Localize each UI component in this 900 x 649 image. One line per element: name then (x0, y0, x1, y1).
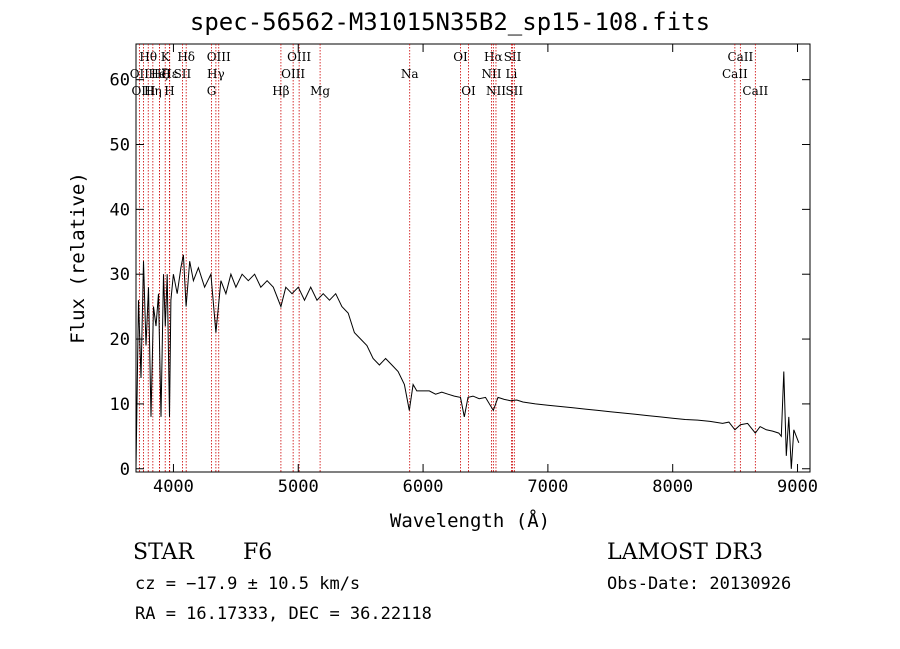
line-label-1: OII (130, 67, 150, 81)
ra-dec-coordinates: RA = 16.17333, DEC = 36.22118 (135, 604, 432, 624)
object-subclass: F6 (243, 540, 273, 565)
line-label-12: Hγ (207, 67, 225, 81)
line-label-6: K (161, 50, 171, 64)
line-label-22: NII (481, 67, 501, 81)
line-label-28: CaII (722, 67, 748, 81)
y-tick-label-0: 0 (120, 460, 130, 480)
x-axis-label: Wavelength (Å) (389, 510, 551, 532)
chart-title: spec-56562-M31015N35B2_sp15-108.fits (189, 8, 711, 36)
x-tick-label-0: 4000 (153, 477, 194, 497)
x-tick-label-4: 8000 (652, 477, 693, 497)
line-label-2: OIII (131, 84, 155, 98)
redshift-cz: cz = −17.9 ± 10.5 km/s (135, 574, 361, 594)
y-tick-label-4: 40 (110, 200, 130, 220)
y-tick-label-3: 30 (110, 265, 130, 285)
spectrum-line (135, 254, 800, 469)
y-tick-label-5: 50 (110, 136, 130, 156)
line-label-11: OIII (207, 50, 231, 64)
y-tick-label-6: 60 (110, 71, 130, 91)
line-label-8: H (164, 84, 174, 98)
line-label-20: OI (461, 84, 476, 98)
line-label-10: Hδ (177, 50, 195, 64)
line-label-15: OIII (287, 50, 311, 64)
line-label-27: CaII (727, 50, 753, 64)
y-tick-label-2: 20 (110, 330, 130, 350)
line-label-3: Hη (144, 84, 162, 98)
observation-date: Obs-Date: 20130926 (607, 574, 792, 594)
y-axis-label: Flux (relative) (67, 172, 89, 344)
line-label-21: Hα (484, 50, 503, 64)
plot-frame (135, 43, 811, 473)
x-tick-label-1: 5000 (278, 477, 319, 497)
line-label-18: Na (401, 67, 419, 81)
line-label-16: OIII (281, 67, 305, 81)
x-tick-label-2: 6000 (403, 477, 444, 497)
line-label-19: OI (453, 50, 468, 64)
x-tick-label-5: 9000 (777, 477, 818, 497)
line-label-14: Hβ (272, 84, 289, 98)
object-class: STAR (133, 540, 194, 565)
survey-name: LAMOST DR3 (607, 540, 763, 565)
line-label-17: Mg (310, 84, 330, 98)
x-tick-label-3: 7000 (527, 477, 568, 497)
line-label-26: SII (505, 84, 523, 98)
line-label-29: CaII (742, 84, 768, 98)
line-label-24: SII (504, 50, 522, 64)
line-label-9: SII (174, 67, 192, 81)
line-label-0: Hθ (139, 50, 157, 64)
line-label-25: Li (506, 67, 518, 81)
line-label-23: NII (486, 84, 506, 98)
y-tick-label-1: 10 (110, 395, 130, 415)
line-label-13: G (207, 84, 217, 98)
